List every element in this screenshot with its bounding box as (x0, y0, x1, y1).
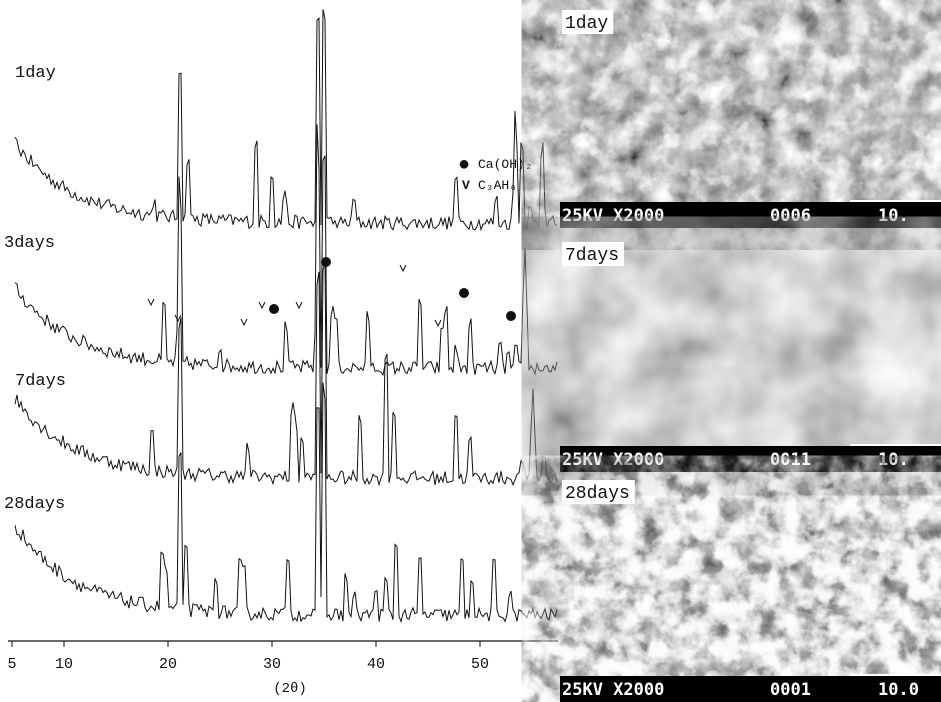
label-box (562, 480, 635, 504)
sem-scale: 10. (878, 206, 909, 226)
sem-code: 0011 (770, 450, 811, 470)
legend-label: C₃AH₆ (478, 178, 517, 193)
marker-v (147, 264, 442, 328)
xrd-trace (14, 124, 558, 377)
sem-label: 28days (565, 484, 630, 504)
x-tick-label: 30 (263, 656, 281, 673)
sem-image (560, 478, 941, 702)
sem-label: 7days (565, 246, 619, 266)
xrd-traces (14, 9, 558, 624)
sem-caption: 25KV X2000 (562, 450, 664, 470)
sem-image (560, 8, 941, 228)
label-box (562, 242, 625, 266)
marker-circle (506, 311, 516, 321)
marker-circle (269, 304, 279, 314)
x-ticks: 5 10 20 30 40 50 (7, 641, 489, 673)
sem-scale: 10. (878, 450, 909, 470)
sem-images: 25KV X2000 0006 10. 1day 25KV X2000 0011 10. 7d… (560, 8, 941, 702)
sem-image (560, 240, 941, 472)
legend-symbol: V (462, 178, 470, 193)
sem-scale: 10.0 (878, 680, 919, 700)
xrd-trace (14, 262, 558, 487)
x-tick-label: 20 (159, 656, 177, 673)
pattern-label: 1day (15, 64, 56, 83)
label-box (562, 10, 614, 34)
xrd-trace (14, 382, 558, 624)
caption-bar (560, 446, 941, 472)
pattern-label: 28days (4, 495, 65, 514)
sem-caption: 25KV X2000 (562, 680, 664, 700)
x-tick-label: 10 (55, 656, 73, 673)
peak-markers (147, 257, 516, 328)
xrd-trace (14, 9, 558, 232)
sem-code: 0006 (770, 206, 811, 226)
x-axis-label: (2θ) (273, 681, 307, 697)
marker-circle (459, 288, 469, 298)
x-tick-label: 5 (7, 656, 16, 673)
caption-bar (560, 202, 941, 228)
marker-circle (321, 257, 331, 267)
pattern-label: 7days (15, 372, 66, 391)
legend-label: Ca(OH)₂ (478, 157, 533, 172)
x-tick-label: 40 (367, 656, 385, 673)
legend-symbol: ● (458, 154, 470, 177)
x-tick-label: 50 (471, 656, 489, 673)
pattern-label: 3days (4, 234, 55, 253)
caption-bar (560, 676, 941, 702)
sem-label: 1day (565, 14, 608, 34)
sem-caption: 25KV X2000 (562, 206, 664, 226)
sem-code: 0001 (770, 680, 811, 700)
